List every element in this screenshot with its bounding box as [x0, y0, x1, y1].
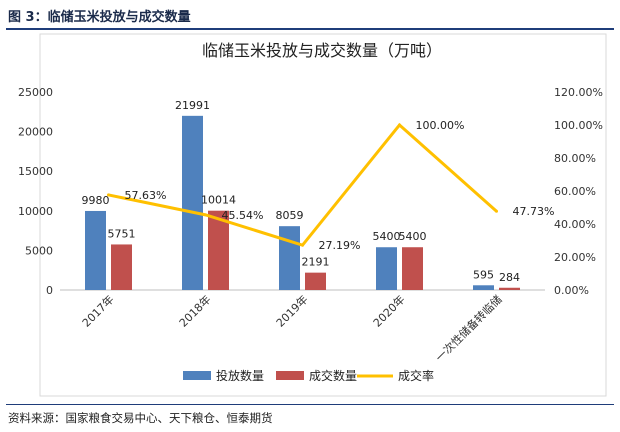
top-rule	[6, 28, 614, 30]
y-left-tick-label: 20000	[18, 126, 53, 139]
rate-line-path	[108, 122, 498, 247]
rate-label: 57.63%	[125, 189, 167, 202]
bar-traded	[111, 244, 132, 290]
bar-release-label: 9980	[82, 194, 110, 207]
rate-point	[495, 209, 498, 213]
chart-border	[39, 33, 607, 397]
rate-point	[398, 123, 401, 127]
x-tick-label: 一次性储备转临储	[432, 292, 504, 364]
y-left-tick-label: 5000	[25, 244, 53, 257]
bar-release	[279, 226, 300, 290]
legend-label: 成交率	[398, 368, 434, 383]
rate-label: 100.00%	[416, 119, 465, 132]
y-right-tick-label: 40.00%	[554, 218, 596, 231]
rate-point	[204, 213, 207, 217]
chart-title: 临储玉米投放与成交数量（万吨）	[202, 41, 442, 60]
bottom-rule	[6, 404, 614, 405]
figure-label: 图 3：临储玉米投放与成交数量	[8, 10, 191, 25]
rate-label: 45.54%	[222, 209, 264, 222]
y-right-tick-label: 60.00%	[554, 185, 596, 198]
bar-release	[376, 247, 397, 290]
rate-point	[107, 193, 110, 197]
bar-traded-label: 284	[499, 271, 520, 284]
legend: 投放数量 成交数量 成交率	[183, 368, 434, 383]
bars	[85, 115, 520, 290]
y-right-tick-label: 0.00%	[554, 284, 589, 297]
rate-label: 47.73%	[513, 205, 555, 218]
rate-label: 27.19%	[319, 239, 361, 252]
bar-traded	[208, 210, 229, 290]
y-right-tick-label: 100.00%	[554, 119, 603, 132]
bar-traded-label: 5751	[108, 227, 136, 240]
bar-release-label: 21991	[175, 99, 210, 112]
bar-traded	[499, 287, 520, 290]
bar-release	[85, 210, 106, 290]
legend-swatch	[276, 371, 304, 380]
bar-release-label: 595	[473, 268, 494, 281]
y-left-tick-label: 0	[46, 284, 53, 297]
legend-swatch	[183, 371, 211, 380]
bar-release-label: 8059	[276, 209, 304, 222]
legend-label: 投放数量	[216, 368, 264, 383]
x-tick-label: 2018年	[176, 292, 213, 329]
bar-traded	[305, 272, 326, 290]
y-right-tick-label: 80.00%	[554, 152, 596, 165]
bar-traded-label: 10014	[201, 194, 236, 207]
rate-point	[301, 243, 304, 247]
y-left-tick-label: 15000	[18, 165, 53, 178]
source-note: 资料来源：国家粮食交易中心、天下粮仓、恒泰期货	[8, 411, 273, 425]
chart: 临储玉米投放与成交数量（万吨） 0 5000 10000 15000 20000 2500…	[18, 33, 607, 397]
bar-traded	[402, 247, 423, 290]
bar-release-label: 5400	[373, 230, 401, 243]
y-left-tick-label: 10000	[18, 205, 53, 218]
y-left-tick-label: 25000	[18, 86, 53, 99]
bar-traded-label: 2191	[302, 256, 330, 269]
bar-traded-label: 5400	[399, 230, 427, 243]
y-right-tick-label: 120.00%	[554, 86, 603, 99]
x-tick-label: 2019年	[273, 292, 310, 329]
legend-label: 成交数量	[309, 368, 357, 383]
bar-release	[182, 115, 203, 290]
bar-release	[473, 285, 494, 290]
x-tick-label: 2017年	[79, 292, 116, 329]
y-right-tick-label: 20.00%	[554, 251, 596, 264]
x-tick-label: 2020年	[370, 292, 407, 329]
rate-line	[107, 122, 498, 247]
